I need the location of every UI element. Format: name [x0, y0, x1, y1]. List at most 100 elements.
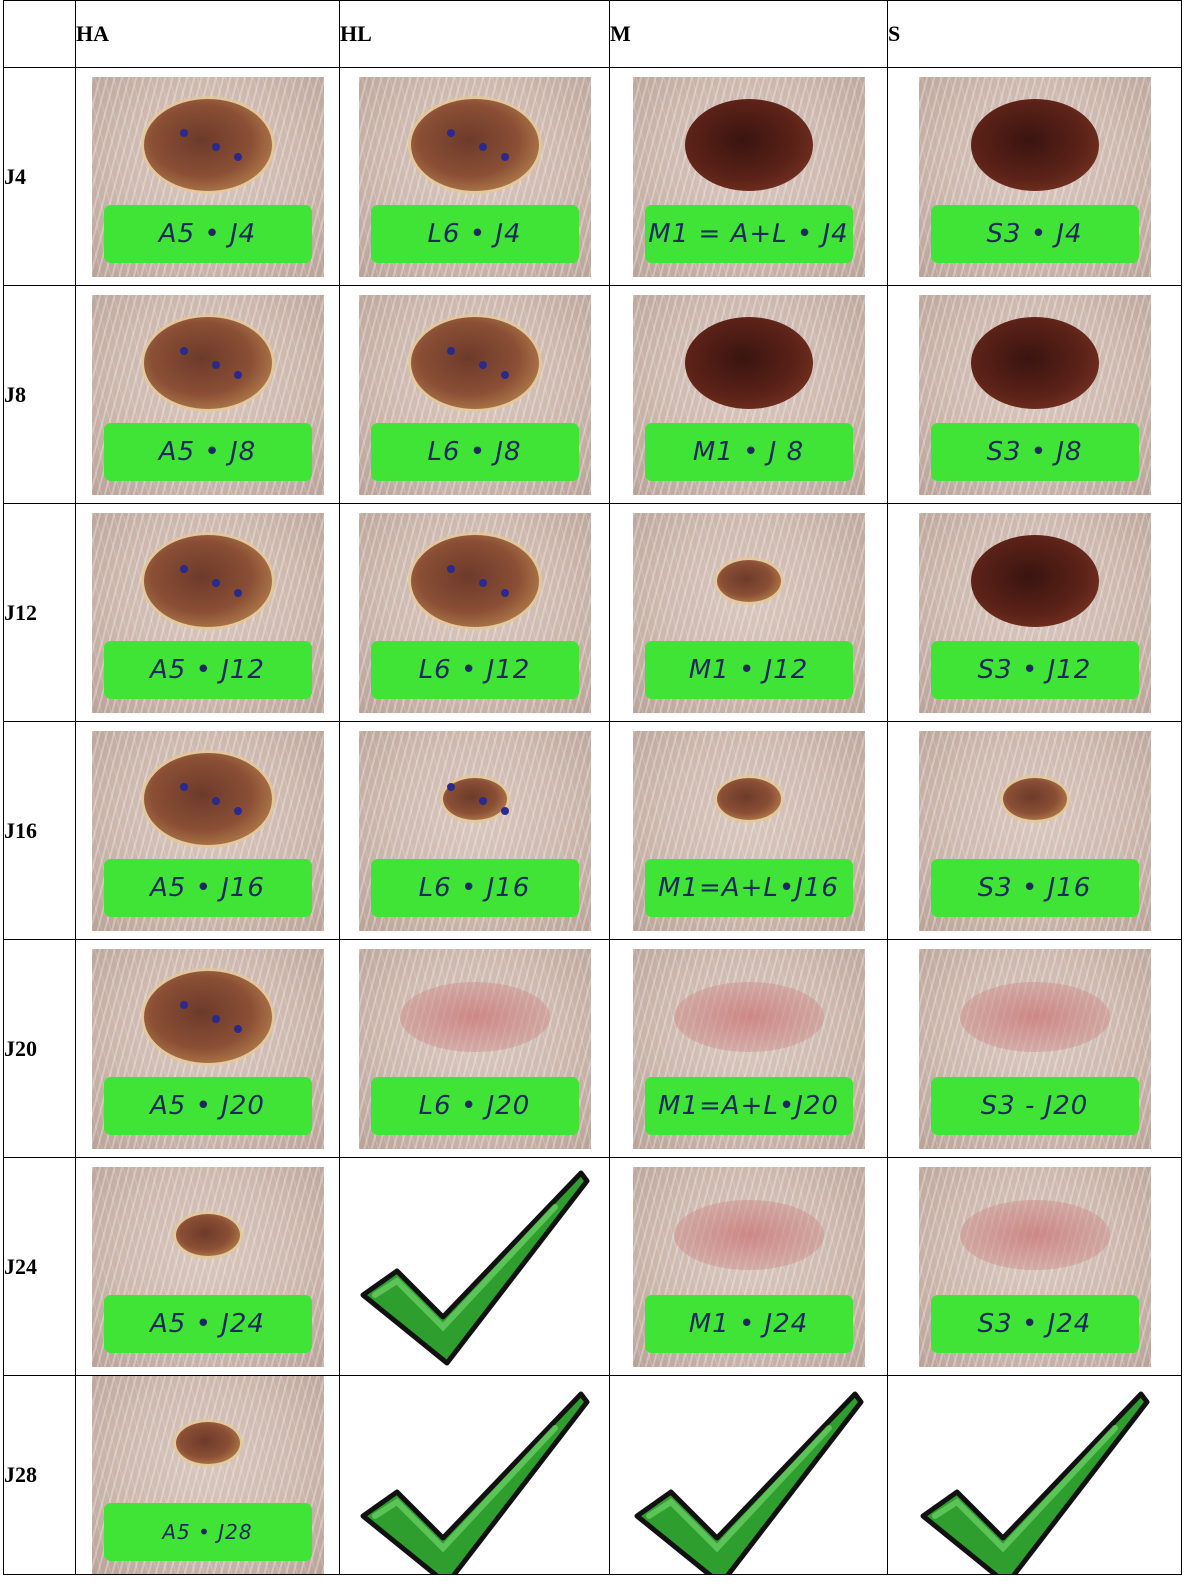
wound-photo: S3 • J16: [918, 730, 1151, 931]
cell-ha: A5 • J24: [75, 1157, 340, 1376]
wound-area: [970, 316, 1099, 409]
photo-label-tag: S3 • J8: [930, 422, 1139, 481]
suture-dot: [179, 782, 188, 791]
wound-area: [684, 98, 813, 191]
checkmark-icon: [634, 1391, 863, 1574]
cell-s: S3 • J8: [887, 285, 1182, 504]
wound-area: [175, 1213, 240, 1256]
suture-dot: [446, 782, 455, 791]
suture-dot: [233, 370, 242, 379]
wound-photo: A5 • J20: [91, 948, 324, 1149]
suture-dot: [446, 564, 455, 573]
suture-dot: [478, 142, 487, 151]
cell-ha: A5 • J28: [75, 1375, 340, 1575]
wound-area: [175, 1422, 240, 1464]
cell-ha: A5 • J8: [75, 285, 340, 504]
wound-area: [673, 1199, 824, 1270]
wound-area: [716, 559, 781, 602]
wound-area: [143, 970, 272, 1063]
wound-photo: M1=A+L•J16: [632, 730, 865, 931]
photo-label-tag: L6 • J20: [370, 1076, 579, 1135]
wound-area: [970, 98, 1099, 191]
photo-label-tag: S3 • J24: [930, 1294, 1139, 1353]
wound-area: [410, 316, 539, 409]
suture-dot: [233, 806, 242, 815]
suture-dot: [211, 142, 220, 151]
photo-label-tag: A5 • J28: [103, 1503, 312, 1561]
wound-area: [143, 534, 272, 627]
photo-label-tag: M1 • J24: [644, 1294, 853, 1353]
wound-photo: M1 • J24: [632, 1166, 865, 1367]
suture-dot: [233, 152, 242, 161]
suture-dot: [446, 128, 455, 137]
photo-label-tag: L6 • J16: [370, 858, 579, 917]
wound-photo: M1 • J 8: [632, 294, 865, 495]
wound-area: [399, 981, 550, 1052]
header-s: S: [887, 0, 1182, 68]
photo-label-tag: L6 • J4: [370, 204, 579, 263]
wound-photo: S3 • J4: [918, 76, 1151, 277]
wound-photo: A5 • J24: [91, 1166, 324, 1367]
photo-label-tag: A5 • J20: [103, 1076, 312, 1135]
photo-label-tag: M1 = A+L • J4: [644, 204, 853, 263]
cell-hl: L6 • J12: [339, 503, 610, 722]
table-row: J4 A5 • J4 L6 • J4: [3, 67, 1182, 286]
wound-photo: S3 • J24: [918, 1166, 1151, 1367]
cell-m: M1=A+L•J20: [609, 939, 888, 1158]
row-label: J4: [3, 67, 76, 286]
cell-s: [887, 1375, 1182, 1575]
wound-photo: S3 • J8: [918, 294, 1151, 495]
cell-ha: A5 • J4: [75, 67, 340, 286]
cell-hl: L6 • J20: [339, 939, 610, 1158]
photo-label-tag: L6 • J8: [370, 422, 579, 481]
wound-area: [143, 316, 272, 409]
cell-m: M1 = A+L • J4: [609, 67, 888, 286]
header-ha: HA: [75, 0, 340, 68]
photo-label-tag: S3 • J12: [930, 640, 1139, 699]
wound-photo: A5 • J8: [91, 294, 324, 495]
wound-area: [959, 1199, 1110, 1270]
header-row: HA HL M S: [3, 0, 1182, 68]
photo-label-tag: S3 - J20: [930, 1076, 1139, 1135]
wound-photo: L6 • J20: [358, 948, 591, 1149]
suture-dot: [233, 588, 242, 597]
header-hl: HL: [339, 0, 610, 68]
photo-label-tag: A5 • J8: [103, 422, 312, 481]
table-row: J8 A5 • J8 L6 • J8: [3, 285, 1182, 504]
suture-dot: [446, 346, 455, 355]
suture-dot: [211, 578, 220, 587]
table-row: J24 A5 • J24 M1 • J24: [3, 1157, 1182, 1376]
wound-photo: S3 - J20: [918, 948, 1151, 1149]
cell-m: [609, 1375, 888, 1575]
suture-dot: [500, 806, 509, 815]
cell-hl: L6 • J16: [339, 721, 610, 940]
suture-dot: [211, 360, 220, 369]
wound-photo: L6 • J8: [358, 294, 591, 495]
wound-photo: A5 • J16: [91, 730, 324, 931]
suture-dot: [478, 578, 487, 587]
photo-label-tag: S3 • J4: [930, 204, 1139, 263]
photo-label-tag: M1=A+L•J20: [644, 1076, 853, 1135]
wound-photo: A5 • J12: [91, 512, 324, 713]
checkmark-icon: [360, 1170, 589, 1365]
row-label: J12: [3, 503, 76, 722]
wound-area: [1002, 777, 1067, 820]
photo-label-tag: L6 • J12: [370, 640, 579, 699]
row-label: J8: [3, 285, 76, 504]
wound-photo: L6 • J4: [358, 76, 591, 277]
row-label: J20: [3, 939, 76, 1158]
healing-table: HA HL M S J4 A5 • J4: [3, 0, 1182, 1575]
wound-photo: A5 • J4: [91, 76, 324, 277]
photo-label-tag: M1 • J12: [644, 640, 853, 699]
cell-hl: L6 • J4: [339, 67, 610, 286]
checkmark-icon: [920, 1391, 1149, 1574]
cell-s: S3 • J12: [887, 503, 1182, 722]
cell-s: S3 • J16: [887, 721, 1182, 940]
wound-photo: M1 = A+L • J4: [632, 76, 865, 277]
row-label: J28: [3, 1375, 76, 1575]
wound-photo: L6 • J12: [358, 512, 591, 713]
cell-m: M1 • J12: [609, 503, 888, 722]
wound-area: [143, 752, 272, 845]
suture-dot: [478, 360, 487, 369]
photo-label-tag: M1 • J 8: [644, 422, 853, 481]
